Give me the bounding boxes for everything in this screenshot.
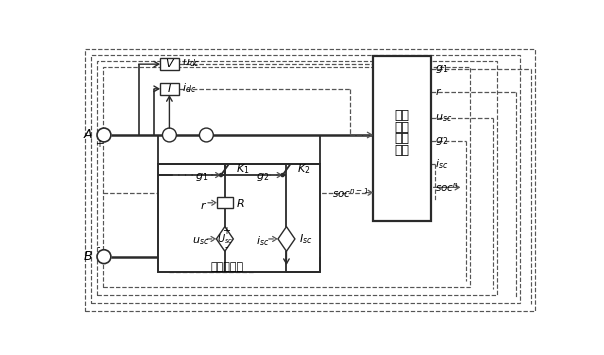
Circle shape — [162, 128, 176, 142]
Text: 单元: 单元 — [394, 144, 410, 157]
Text: $K_1$: $K_1$ — [236, 162, 249, 176]
Circle shape — [199, 128, 213, 142]
Circle shape — [281, 174, 284, 176]
Bar — [217, 197, 233, 208]
Text: $u_{sc}$: $u_{sc}$ — [192, 235, 210, 247]
Polygon shape — [278, 226, 295, 251]
Text: $B$: $B$ — [83, 250, 93, 263]
Bar — [160, 58, 179, 70]
Text: 控制: 控制 — [394, 109, 410, 122]
Text: $i_{dc}$: $i_{dc}$ — [182, 81, 196, 95]
Text: $K_2$: $K_2$ — [297, 162, 310, 176]
Text: $R$: $R$ — [236, 197, 245, 209]
Text: $g_1$: $g_1$ — [435, 63, 448, 75]
Text: $u_{sc}$: $u_{sc}$ — [435, 112, 452, 124]
Text: $soc^{n-1}$: $soc^{n-1}$ — [332, 186, 370, 200]
Text: $A$: $A$ — [83, 129, 93, 142]
Bar — [158, 164, 320, 272]
Bar — [169, 175, 254, 272]
Text: I: I — [168, 84, 171, 94]
Text: +: + — [222, 226, 230, 236]
Bar — [373, 56, 431, 221]
Text: $i_{sc}$: $i_{sc}$ — [435, 157, 448, 171]
Circle shape — [97, 250, 111, 264]
Text: 主电路模型: 主电路模型 — [211, 262, 244, 272]
Text: -: - — [225, 242, 228, 252]
Text: $g_2$: $g_2$ — [256, 171, 269, 183]
Text: $u_{dc}$: $u_{dc}$ — [182, 58, 200, 69]
Circle shape — [97, 128, 111, 142]
Text: $i_{sc}$: $i_{sc}$ — [256, 234, 269, 248]
Text: $g_1$: $g_1$ — [194, 171, 208, 183]
Text: $U_{sc}$: $U_{sc}$ — [217, 232, 233, 246]
Bar — [103, 67, 470, 288]
Text: $g_2$: $g_2$ — [435, 135, 448, 147]
Text: $soc^n$: $soc^n$ — [435, 181, 459, 193]
Bar — [160, 83, 179, 95]
Circle shape — [219, 174, 222, 176]
Text: $r$: $r$ — [200, 200, 207, 211]
Text: -: - — [97, 242, 100, 252]
Text: $r$: $r$ — [435, 86, 442, 97]
Text: 系统: 系统 — [394, 121, 410, 134]
Text: $I_{sc}$: $I_{sc}$ — [299, 232, 312, 246]
Text: 计算: 计算 — [394, 132, 410, 145]
Text: V: V — [165, 59, 173, 69]
Bar — [97, 61, 496, 295]
Text: +: + — [95, 139, 103, 149]
Polygon shape — [216, 226, 233, 251]
